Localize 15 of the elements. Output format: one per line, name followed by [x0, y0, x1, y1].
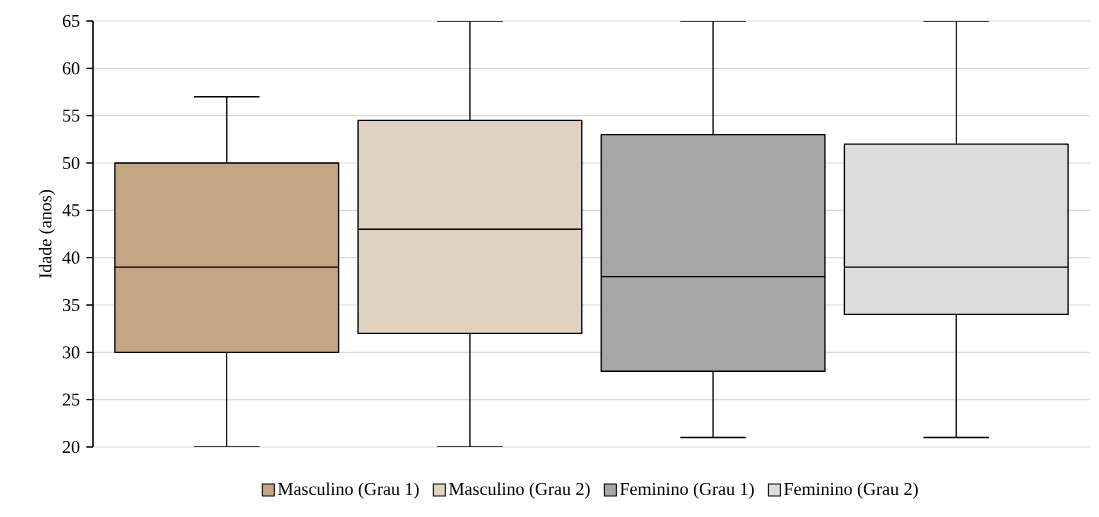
y-tick-label: 20: [62, 440, 80, 454]
y-tick-label: 55: [63, 109, 80, 122]
y-tick-label: 65: [62, 14, 80, 28]
y-tick-label: 25: [62, 393, 80, 406]
y-tick-label: 50: [63, 156, 80, 170]
y-tick-label: 35: [62, 298, 80, 312]
legend-label: Feminino (Grau 2): [784, 482, 918, 499]
y-tick-label: 45: [62, 204, 80, 217]
y-tick-label: 40: [62, 251, 80, 264]
y-tick-label: 30: [62, 346, 80, 359]
y-tick-label: 60: [62, 62, 80, 75]
legend-label: Masculino (Grau 1): [278, 482, 419, 499]
legend-label: Masculino (Grau 2): [449, 482, 590, 499]
y-axis-title: Idade (anos): [38, 190, 56, 279]
legend-label: Feminino (Grau 1): [620, 482, 754, 499]
